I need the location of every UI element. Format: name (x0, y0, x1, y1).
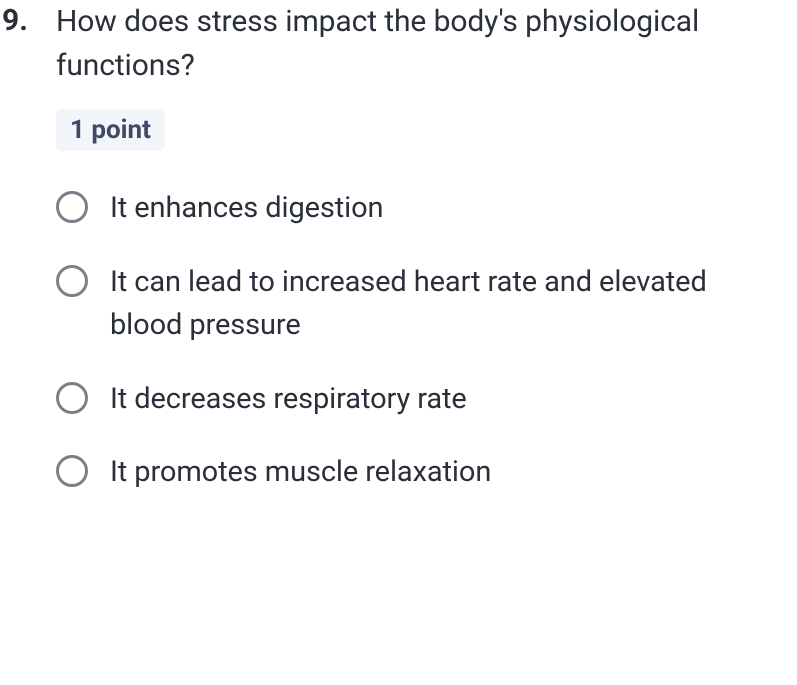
option-3[interactable]: It promotes muscle relaxation (56, 451, 777, 495)
question-body: How does stress impact the body's physio… (56, 0, 777, 495)
radio-icon (56, 265, 88, 297)
question-text: How does stress impact the body's physio… (56, 0, 777, 87)
option-2[interactable]: It decreases respiratory rate (56, 378, 777, 422)
option-label: It decreases respiratory rate (110, 378, 467, 422)
points-badge: 1 point (56, 109, 165, 151)
radio-icon (56, 191, 88, 223)
question-number: 9. (0, 0, 56, 42)
option-1[interactable]: It can lead to increased heart rate and … (56, 261, 777, 348)
options-list: It enhances digestion It can lead to inc… (56, 187, 777, 495)
radio-icon (56, 382, 88, 414)
question-container: 9. How does stress impact the body's phy… (0, 0, 797, 495)
option-0[interactable]: It enhances digestion (56, 187, 777, 231)
option-label: It can lead to increased heart rate and … (110, 261, 777, 348)
option-label: It promotes muscle relaxation (110, 451, 491, 495)
option-label: It enhances digestion (110, 187, 383, 231)
radio-icon (56, 455, 88, 487)
